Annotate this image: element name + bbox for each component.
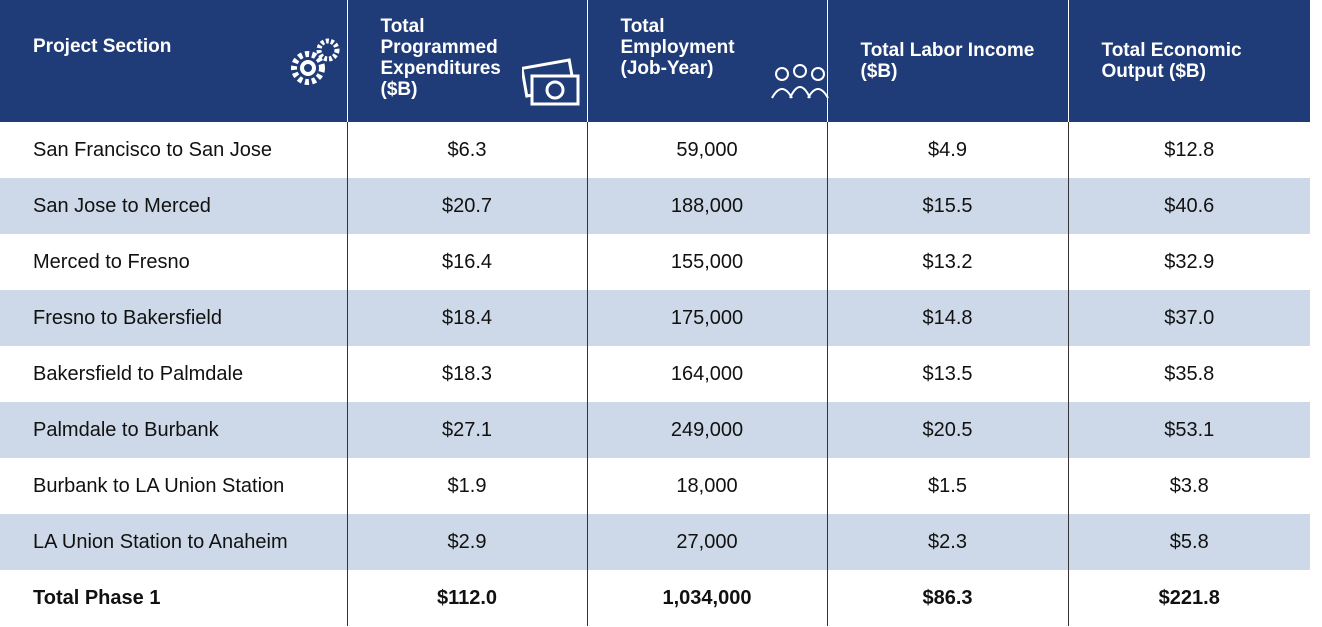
header-cell: Total Economic Output ($B) bbox=[1067, 0, 1310, 122]
header-cell: Total Programmed Expenditures ($B) bbox=[346, 0, 587, 122]
table-row: LA Union Station to Anaheim $2.9 27,000 $2.… bbox=[0, 514, 1310, 570]
section-cell: LA Union Station to Anaheim bbox=[0, 514, 347, 570]
value-cell: $40.6 bbox=[1067, 178, 1310, 234]
total-cell: $112.0 bbox=[346, 570, 587, 626]
gears-icon bbox=[291, 38, 340, 85]
section-cell: San Francisco to San Jose bbox=[33, 138, 273, 161]
value-cell: $1.9 bbox=[346, 458, 587, 514]
value-cell: $20.7 bbox=[346, 178, 587, 234]
value-cell: $2.3 bbox=[826, 514, 1068, 570]
section-cell: San Jose to Merced bbox=[0, 178, 347, 234]
value-cell: 155,000 bbox=[586, 234, 827, 290]
value-cell: $16.4 bbox=[346, 234, 587, 290]
value-cell: $5.8 bbox=[1067, 514, 1310, 570]
table-body: San Francisco to San Jose $6.3 59,000 $4.9 $… bbox=[0, 122, 1310, 626]
value-cell: $13.2 bbox=[826, 234, 1068, 290]
value-cell: $18.4 bbox=[346, 290, 587, 346]
value-cell: 164,000 bbox=[586, 346, 827, 402]
header-row: Project Section Total Programmed Expendit… bbox=[0, 0, 1310, 122]
value-cell: $37.0 bbox=[1067, 290, 1310, 346]
table-row: San Jose to Merced $20.7 188,000 $15.5 $40.6 bbox=[0, 178, 1310, 234]
value-cell: 59,000 bbox=[586, 122, 827, 178]
value-cell: $4.9 bbox=[826, 122, 1068, 178]
value-cell: 188,000 bbox=[586, 178, 827, 234]
header-cell: Total Labor Income ($B) bbox=[826, 0, 1068, 122]
value-cell: $13.5 bbox=[826, 346, 1068, 402]
total-row: Total Phase 1 $112.0 1,034,000 $86.3 $221.8 bbox=[0, 570, 1310, 626]
value-cell: 175,000 bbox=[586, 290, 827, 346]
value-cell: $35.8 bbox=[1067, 346, 1310, 402]
table-row: Merced to Fresno $16.4 155,000 $13.2 $32.9 bbox=[0, 234, 1310, 290]
total-cell: $86.3 bbox=[826, 570, 1068, 626]
table-row: Burbank to LA Union Station $1.9 18,000 $1.… bbox=[0, 458, 1310, 514]
value-cell: $32.9 bbox=[1067, 234, 1310, 290]
value-cell: $6.3 bbox=[346, 122, 587, 178]
value-cell: $3.8 bbox=[1067, 458, 1310, 514]
section-cell: Merced to Fresno bbox=[33, 250, 190, 273]
value-cell: $12.8 bbox=[1067, 122, 1310, 178]
table-row: Bakersfield to Palmdale $18.3 164,000 $13.5… bbox=[0, 346, 1310, 402]
people-icon bbox=[771, 64, 829, 99]
section-cell: Palmdale to Burbank bbox=[0, 402, 347, 458]
money-icon bbox=[522, 58, 580, 106]
total-cell: $221.8 bbox=[1067, 570, 1310, 626]
header-cell: Project Section bbox=[0, 0, 347, 122]
value-cell: $15.5 bbox=[826, 178, 1068, 234]
value-cell: $18.3 bbox=[346, 346, 587, 402]
value-cell: 18,000 bbox=[586, 458, 827, 514]
total-cell: 1,034,000 bbox=[586, 570, 827, 626]
value-cell: $1.5 bbox=[826, 458, 1068, 514]
value-cell: $20.5 bbox=[826, 402, 1068, 458]
value-cell: $53.1 bbox=[1067, 402, 1310, 458]
header-cell: Total Employment (Job-Year) bbox=[586, 0, 827, 122]
table-row: Fresno to Bakersfield $18.4 175,000 $14.8 $3… bbox=[0, 290, 1310, 346]
value-cell: $2.9 bbox=[346, 514, 587, 570]
section-cell: Bakersfield to Palmdale bbox=[33, 362, 244, 385]
value-cell: 27,000 bbox=[586, 514, 827, 570]
value-cell: $14.8 bbox=[826, 290, 1068, 346]
total-cell: Total Phase 1 bbox=[33, 586, 161, 609]
table-row: San Francisco to San Jose $6.3 59,000 $4.9 $… bbox=[0, 122, 1310, 178]
table-row: Palmdale to Burbank $27.1 249,000 $20.5 $53.… bbox=[0, 402, 1310, 458]
value-cell: $27.1 bbox=[346, 402, 587, 458]
section-cell: Burbank to LA Union Station bbox=[33, 474, 285, 497]
section-cell: Fresno to Bakersfield bbox=[0, 290, 347, 346]
value-cell: 249,000 bbox=[586, 402, 827, 458]
